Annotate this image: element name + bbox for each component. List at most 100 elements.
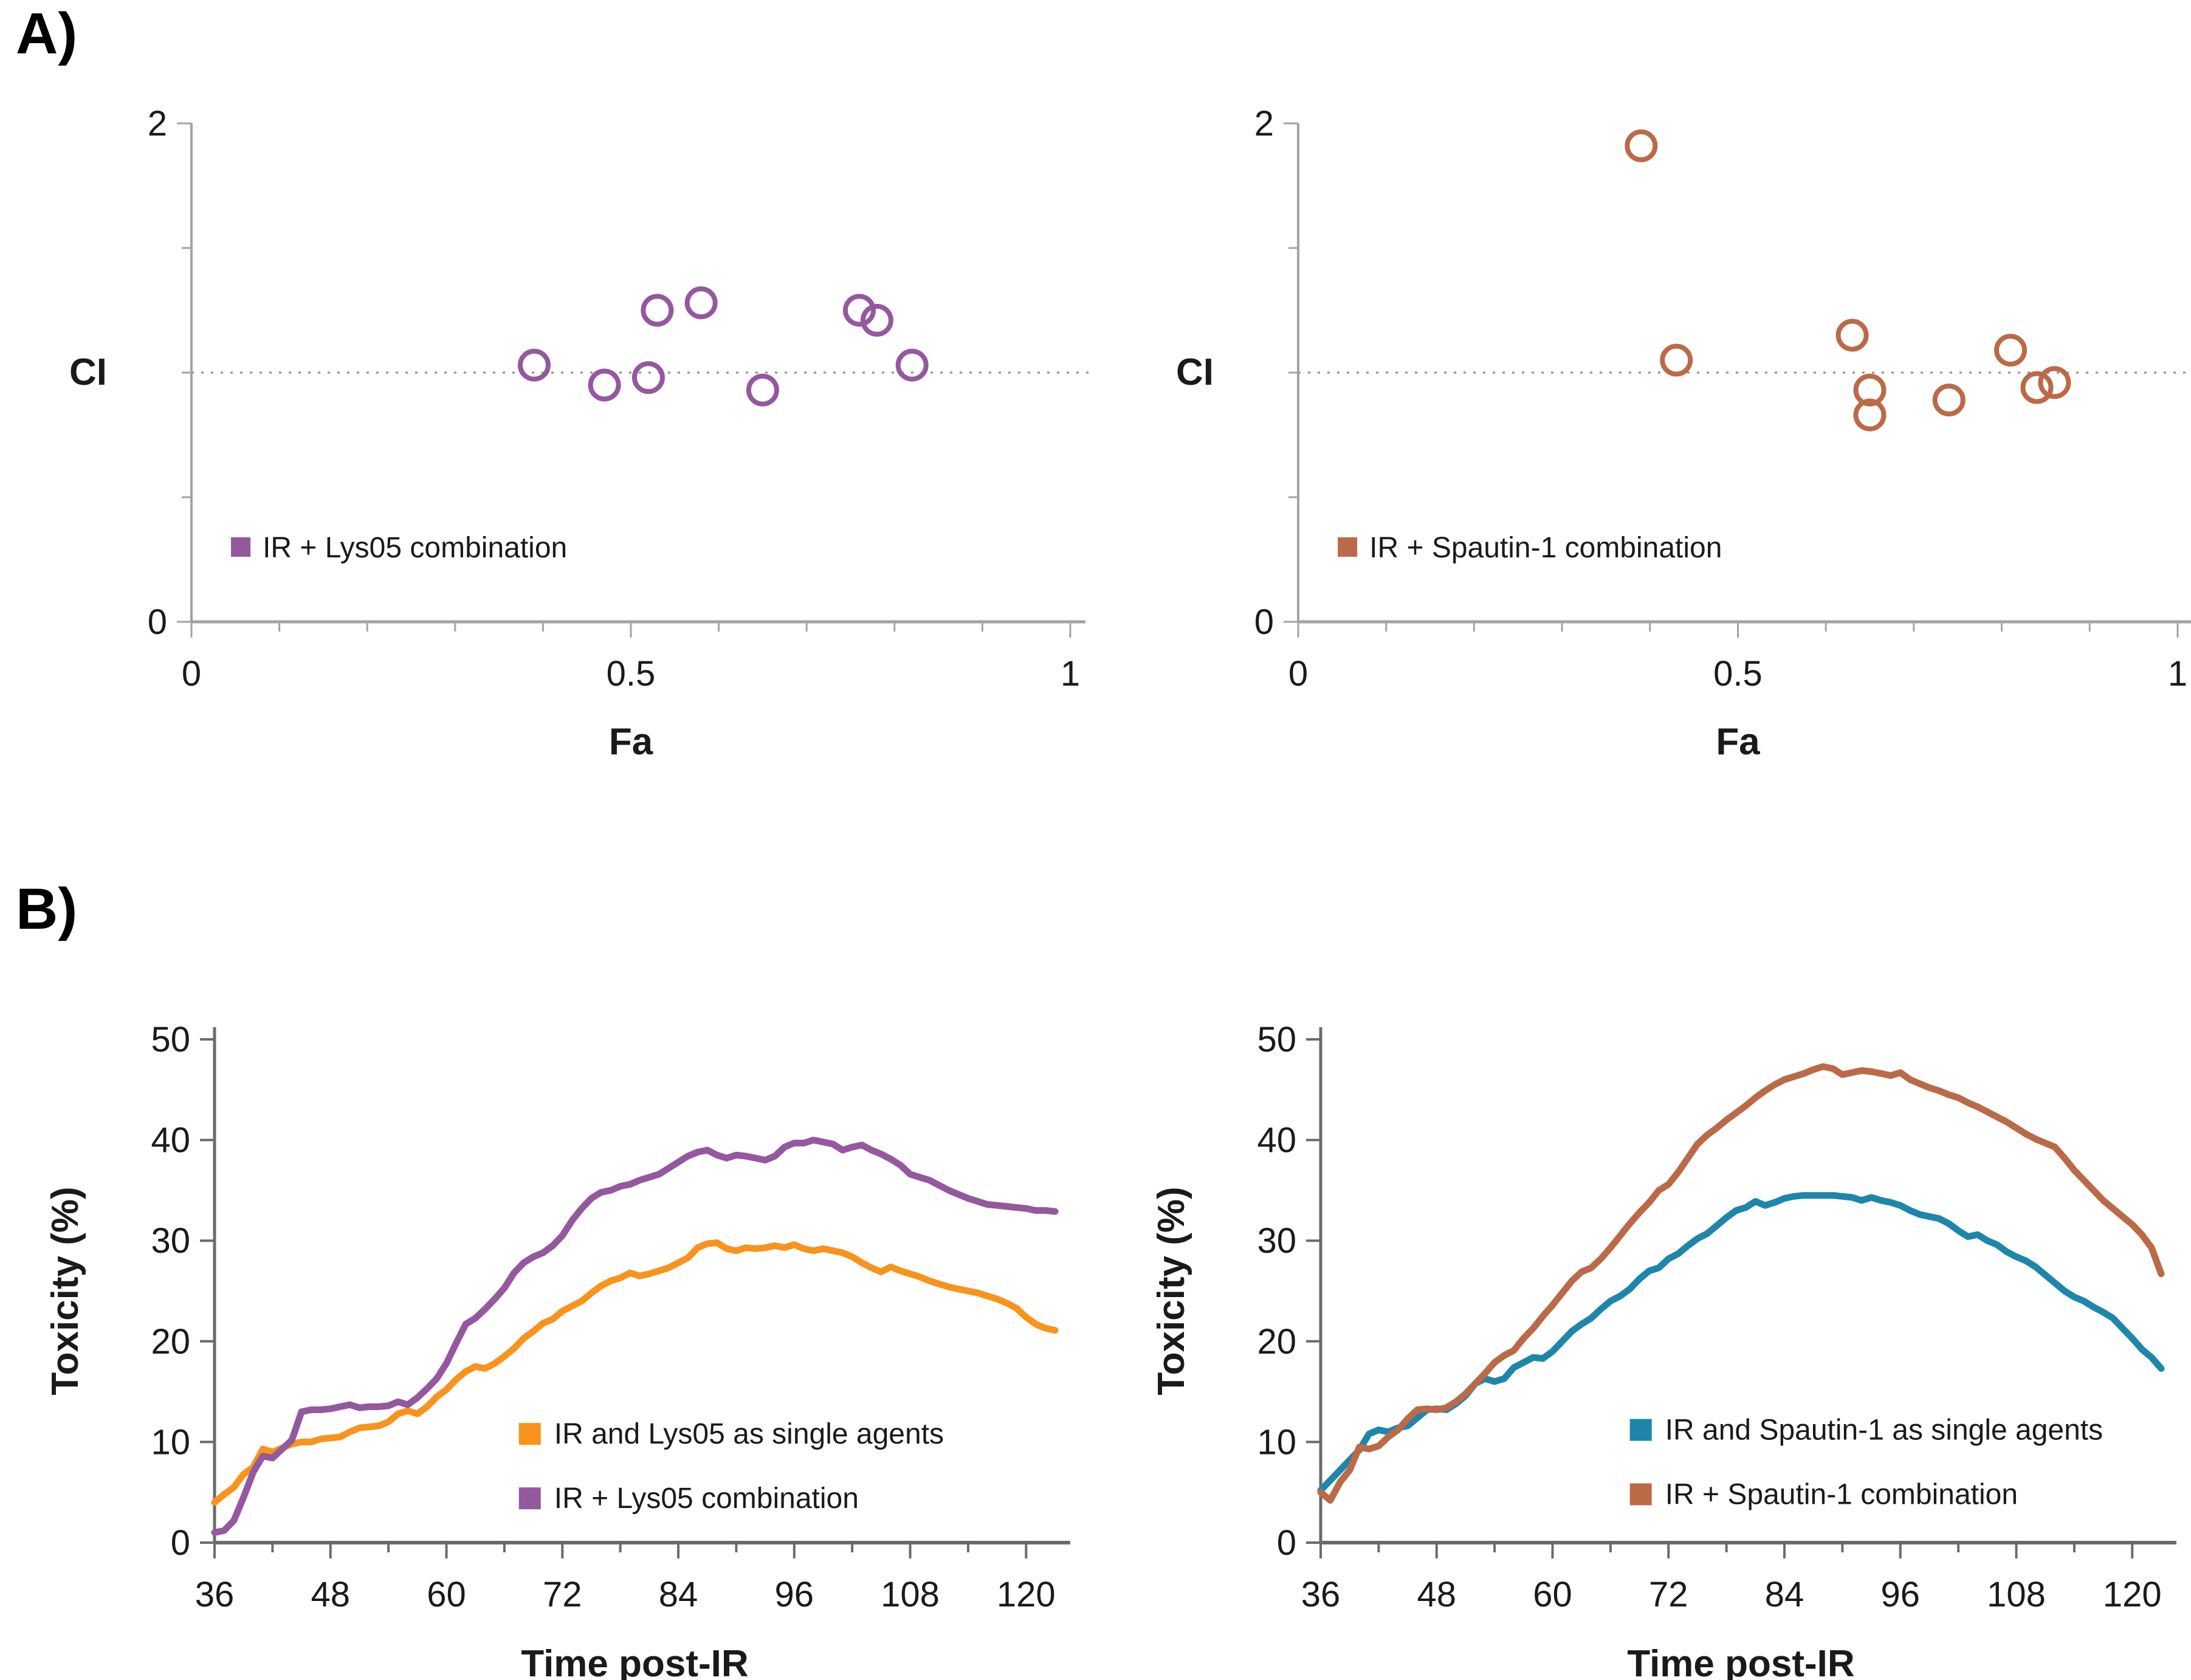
scatter-point (1660, 343, 1693, 377)
panel-b-label: B) (16, 876, 78, 942)
scatter-point (2038, 366, 2071, 399)
tick-label: 120 (997, 1575, 1056, 1614)
scatter-point (684, 286, 718, 320)
tick-label: 108 (881, 1575, 940, 1614)
tick-label: 0 (1254, 602, 1274, 642)
legend-label: IR and Lys05 as single agents (554, 1418, 944, 1450)
tick-label: 40 (151, 1121, 190, 1160)
axes: 0 10 20 30 40 50 36 48 60 72 84 96 108 120 (1257, 1020, 2176, 1614)
chart-ci-vs-fa-lys05: 0 2 0 0.5 1 CI Fa IR + Lys05 combination (36, 24, 1097, 763)
ci-vs-fa-spautin1-svg: 0 2 0 0.5 1 CI Fa IR + Spautin-1 combination (1176, 104, 2191, 763)
x-axis-title: Time post-IR (1627, 1643, 1854, 1680)
legend: IR and Lys05 as single agents IR + Lys05 … (518, 1418, 944, 1515)
legend-marker (1338, 537, 1358, 557)
tick-label: 0 (148, 602, 167, 642)
legend-label: IR + Lys05 combination (554, 1482, 859, 1515)
tick-label: 84 (659, 1575, 698, 1614)
scatter-point (1625, 129, 1658, 162)
scatter-point (2020, 371, 2054, 404)
chart-toxicity-lys05: 0 10 20 30 40 50 36 48 60 72 84 96 108 120 Toxicity (%… (24, 945, 1097, 1680)
scatter-point (1835, 318, 1869, 352)
tick-label: 40 (1257, 1121, 1296, 1160)
tick-label: 0 (1288, 654, 1308, 694)
tick-label: 0 (171, 1523, 190, 1563)
chart-ci-vs-fa-spautin1: 0 2 0 0.5 1 CI Fa IR + Spautin-1 combination (1121, 24, 2191, 763)
legend-marker (231, 537, 251, 557)
tick-label: 72 (543, 1575, 582, 1614)
scatter-point (1853, 373, 1887, 407)
tick-label: 50 (151, 1020, 190, 1059)
tick-label: 96 (1881, 1575, 1921, 1614)
legend: IR + Spautin-1 combination (1338, 532, 1722, 564)
axes: 0 2 0 0.5 1 (1254, 104, 2191, 694)
tick-label: 2 (148, 104, 167, 143)
x-axis-title: Fa (1716, 721, 1760, 763)
legend: IR + Lys05 combination (231, 532, 567, 564)
tick-label: 1 (2168, 654, 2187, 694)
series-line (1317, 1063, 2165, 1504)
tick-label: 30 (1257, 1221, 1296, 1261)
tick-label: 20 (1257, 1322, 1296, 1362)
tick-label: 36 (1301, 1575, 1341, 1614)
tick-label: 60 (1533, 1575, 1572, 1614)
series-line (211, 1239, 1059, 1506)
tick-label: 0 (182, 654, 201, 694)
scatter-point (1853, 398, 1887, 432)
tick-label: 60 (427, 1575, 466, 1614)
x-axis-title: Time post-IR (521, 1643, 748, 1680)
scatter-point (631, 361, 665, 394)
tick-label: 48 (311, 1575, 351, 1614)
scatter-point (1994, 334, 2028, 367)
scatter-point (641, 294, 674, 327)
axes: 0 10 20 30 40 50 36 48 60 72 84 96 108 120 (151, 1020, 1070, 1614)
scatter-point (746, 373, 779, 407)
scatter-point (895, 348, 929, 382)
scatter-point (860, 303, 893, 337)
ci-vs-fa-lys05-svg: 0 2 0 0.5 1 CI Fa IR + Lys05 combination (69, 104, 1089, 763)
series-line (211, 1137, 1059, 1536)
panel-a-label: A) (16, 1, 78, 66)
tick-label: 48 (1417, 1575, 1457, 1614)
tick-label: 108 (1987, 1575, 2046, 1614)
y-axis-title: Toxicity (%) (44, 1186, 86, 1395)
chart-toxicity-spautin1: 0 10 20 30 40 50 36 48 60 72 84 96 108 120 Toxicity (%… (1106, 945, 2191, 1680)
tick-label: 10 (151, 1422, 190, 1462)
tick-label: 96 (775, 1575, 814, 1614)
legend-label: IR + Spautin-1 combination (1369, 532, 1722, 564)
legend-marker (518, 1423, 541, 1445)
tick-label: 72 (1649, 1575, 1688, 1614)
legend-marker (518, 1487, 541, 1510)
tick-label: 30 (151, 1221, 190, 1261)
legend-label: IR + Lys05 combination (263, 532, 567, 564)
tick-label: 84 (1765, 1575, 1804, 1614)
tick-label: 20 (151, 1322, 190, 1362)
tick-label: 0.5 (1713, 654, 1763, 694)
legend-label: IR + Spautin-1 combination (1665, 1479, 2018, 1511)
tick-label: 1 (1061, 654, 1080, 694)
tick-label: 0 (1277, 1523, 1296, 1563)
tick-label: 50 (1257, 1020, 1296, 1059)
tick-label: 10 (1257, 1422, 1296, 1462)
tick-label: 120 (2103, 1575, 2162, 1614)
scatter-point (517, 348, 551, 382)
scatter-point (842, 294, 876, 327)
y-axis-title: CI (1176, 351, 1214, 393)
legend: IR and Spautin-1 as single agents IR + Sp… (1629, 1414, 2103, 1511)
scatter-point (1932, 384, 1966, 417)
scatter-series (1625, 129, 2071, 432)
tick-label: 2 (1254, 104, 1274, 143)
y-axis-title: CI (69, 351, 107, 393)
tick-label: 36 (195, 1575, 235, 1614)
scatter-series (517, 286, 929, 407)
axes: 0 2 0 0.5 1 (148, 104, 1085, 694)
y-axis-title: Toxicity (%) (1151, 1186, 1192, 1395)
legend-marker (1629, 1483, 1652, 1506)
x-axis-title: Fa (609, 721, 653, 763)
toxicity-lys05-svg: 0 10 20 30 40 50 36 48 60 72 84 96 108 120 Toxicity (%… (44, 1020, 1070, 1680)
toxicity-spautin1-svg: 0 10 20 30 40 50 36 48 60 72 84 96 108 120 Toxicity (%… (1151, 1020, 2176, 1680)
scatter-point (588, 368, 621, 402)
legend-label: IR and Spautin-1 as single agents (1665, 1414, 2103, 1447)
tick-label: 0.5 (607, 654, 656, 694)
legend-marker (1629, 1419, 1652, 1441)
